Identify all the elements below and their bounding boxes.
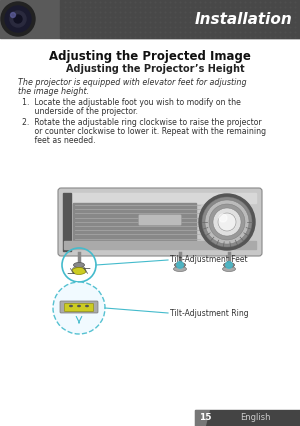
Circle shape — [53, 282, 105, 334]
FancyBboxPatch shape — [139, 215, 182, 225]
Circle shape — [213, 208, 241, 236]
FancyBboxPatch shape — [64, 303, 94, 311]
Ellipse shape — [77, 305, 81, 307]
Ellipse shape — [224, 262, 235, 268]
Text: the image height.: the image height. — [18, 87, 89, 96]
Text: Tilt-Adjustment Feet: Tilt-Adjustment Feet — [170, 256, 248, 265]
Text: underside of the projector.: underside of the projector. — [22, 107, 138, 116]
Circle shape — [202, 197, 252, 247]
Text: 1.  Locate the adjustable foot you wish to modify on the: 1. Locate the adjustable foot you wish t… — [22, 98, 241, 107]
Circle shape — [199, 194, 255, 250]
Circle shape — [10, 11, 26, 27]
Text: The projector is equipped with elevator feet for adjusting: The projector is equipped with elevator … — [18, 78, 247, 87]
Ellipse shape — [74, 262, 85, 268]
Circle shape — [5, 6, 31, 32]
Ellipse shape — [73, 267, 85, 271]
Polygon shape — [195, 410, 210, 426]
FancyBboxPatch shape — [60, 301, 98, 313]
Text: 15: 15 — [199, 414, 211, 423]
Text: Adjusting the Projector’s Height: Adjusting the Projector’s Height — [66, 64, 244, 74]
Circle shape — [205, 200, 249, 244]
Bar — [64, 193, 256, 203]
Bar — [60, 0, 300, 38]
Ellipse shape — [69, 305, 73, 307]
Text: Installation: Installation — [194, 12, 292, 26]
Circle shape — [14, 15, 22, 23]
Text: feet as needed.: feet as needed. — [22, 136, 96, 145]
Circle shape — [218, 213, 236, 231]
Bar — [73, 203, 196, 245]
Circle shape — [219, 214, 227, 222]
Circle shape — [176, 261, 184, 269]
Bar — [64, 241, 256, 249]
Bar — [0, 0, 300, 38]
Circle shape — [209, 204, 245, 240]
FancyBboxPatch shape — [58, 188, 262, 256]
Ellipse shape — [85, 305, 89, 307]
Bar — [63, 193, 71, 251]
Circle shape — [225, 261, 233, 269]
Ellipse shape — [72, 268, 86, 274]
Text: 2.  Rotate the adjustable ring clockwise to raise the projector: 2. Rotate the adjustable ring clockwise … — [22, 118, 262, 127]
Ellipse shape — [223, 267, 236, 271]
Text: English: English — [240, 414, 270, 423]
Text: or counter clockwise to lower it. Repeat with the remaining: or counter clockwise to lower it. Repeat… — [22, 127, 266, 136]
Ellipse shape — [173, 267, 187, 271]
Text: Tilt-Adjustment Ring: Tilt-Adjustment Ring — [170, 308, 249, 317]
Text: Adjusting the Projected Image: Adjusting the Projected Image — [49, 50, 251, 63]
Circle shape — [11, 12, 16, 17]
Ellipse shape — [175, 262, 185, 268]
Bar — [195, 410, 300, 426]
Circle shape — [1, 2, 35, 36]
